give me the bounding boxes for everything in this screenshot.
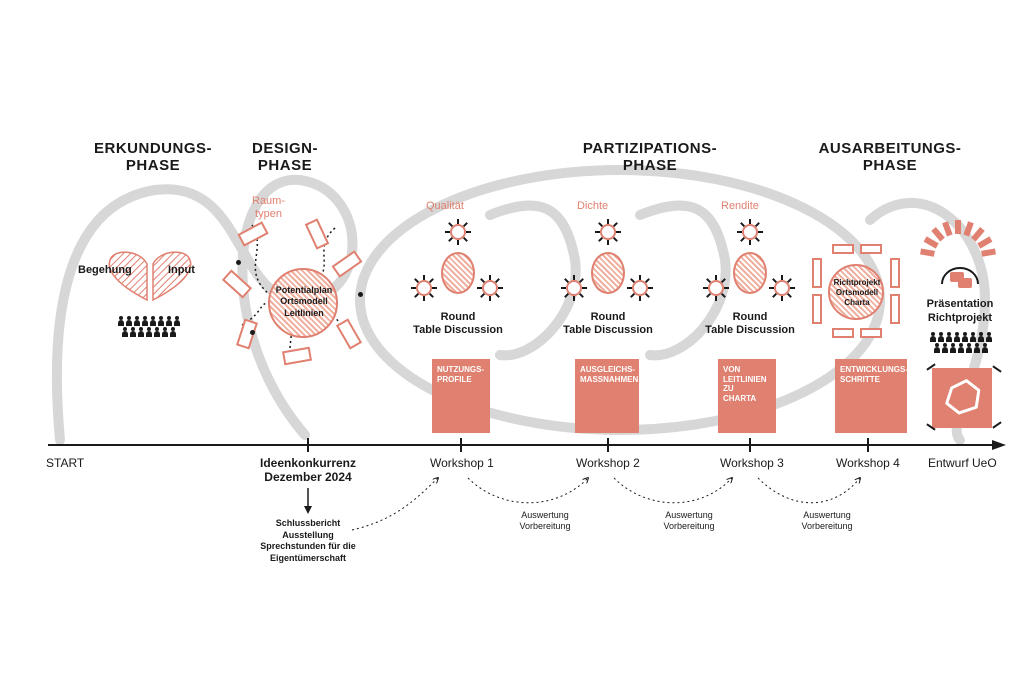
frame-rect [860, 328, 882, 338]
deliverable-box: NUTZUNGS-PROFILE [432, 359, 490, 433]
eval-label: AuswertungVorbereitung [500, 510, 590, 532]
phase-design: DESIGN- PHASE [225, 140, 345, 174]
frame-rect [832, 328, 854, 338]
phase-line: PHASE [863, 157, 917, 174]
axis-ideenkonkurrenz: IdeenkonkurrenzDezember 2024 [252, 456, 364, 484]
phase-line: PHASE [623, 157, 677, 174]
axis-ws4: Workshop 4 [836, 456, 900, 470]
eval-label: AuswertungVorbereitung [782, 510, 872, 532]
output-circle-label: Richtprojekt Ortsmodell Charta [820, 278, 894, 308]
sublabel-raumtypen: Raum-typen [252, 195, 285, 221]
ueo-map-icon [932, 368, 992, 428]
below-note: Schlussbericht Ausstellung Sprechstunden… [252, 518, 364, 565]
axis-start: START [46, 456, 84, 470]
process-diagram: ERKUNDUNGS- PHASE DESIGN- PHASE PARTIZIP… [0, 0, 1024, 683]
loop-paths [0, 0, 1024, 683]
heart-right-label: Input [168, 264, 195, 276]
phase-erkundung: ERKUNDUNGS- PHASE [78, 140, 228, 174]
deliverable-box: AUSGLEICHS-MASSNAHMEN [575, 359, 639, 433]
deliverable-box: ENTWICKLUNGS-SCHRITTE [835, 359, 907, 433]
frame-rect [860, 244, 882, 254]
presentation-label: Präsentation Richtprojekt [912, 298, 1008, 326]
phase-line: AUSARBEITUNGS- [819, 140, 962, 157]
crowd-icon [930, 332, 992, 353]
axis-ueo: Entwurf UeO [928, 456, 997, 470]
deliverable-box: VONLEITLINIENZUCHARTA [718, 359, 776, 433]
frame-rect [832, 244, 854, 254]
rt-label: RoundTable Discussion [700, 311, 800, 337]
axis-ws1: Workshop 1 [430, 456, 494, 470]
heart-icon [100, 248, 200, 308]
dot [358, 292, 363, 297]
design-circle-label: Potentialplan Ortsmodell Leitlinien [262, 285, 346, 319]
phase-partizipation: PARTIZIPATIONS- PHASE [540, 140, 760, 174]
speech-bubble-icon [938, 258, 982, 298]
crowd-icon [118, 316, 180, 337]
sublabel-rendite: Rendite [721, 200, 759, 212]
dot [236, 260, 241, 265]
axis-ws2: Workshop 2 [576, 456, 640, 470]
phase-line: ERKUNDUNGS- [94, 140, 212, 157]
heart-left-label: Begehung [78, 264, 132, 276]
eval-label: AuswertungVorbereitung [644, 510, 734, 532]
sublabel-qualitaet: Qualität [426, 200, 464, 212]
dot [250, 330, 255, 335]
phase-line: PARTIZIPATIONS- [583, 140, 717, 157]
axis-ws3: Workshop 3 [720, 456, 784, 470]
phase-line: PHASE [126, 157, 180, 174]
sublabel-dichte: Dichte [577, 200, 608, 212]
rt-label: RoundTable Discussion [408, 311, 508, 337]
phase-ausarbeitung: AUSARBEITUNGS- PHASE [800, 140, 980, 174]
phase-line: PHASE [258, 157, 312, 174]
rt-label: RoundTable Discussion [558, 311, 658, 337]
phase-line: DESIGN- [252, 140, 318, 157]
